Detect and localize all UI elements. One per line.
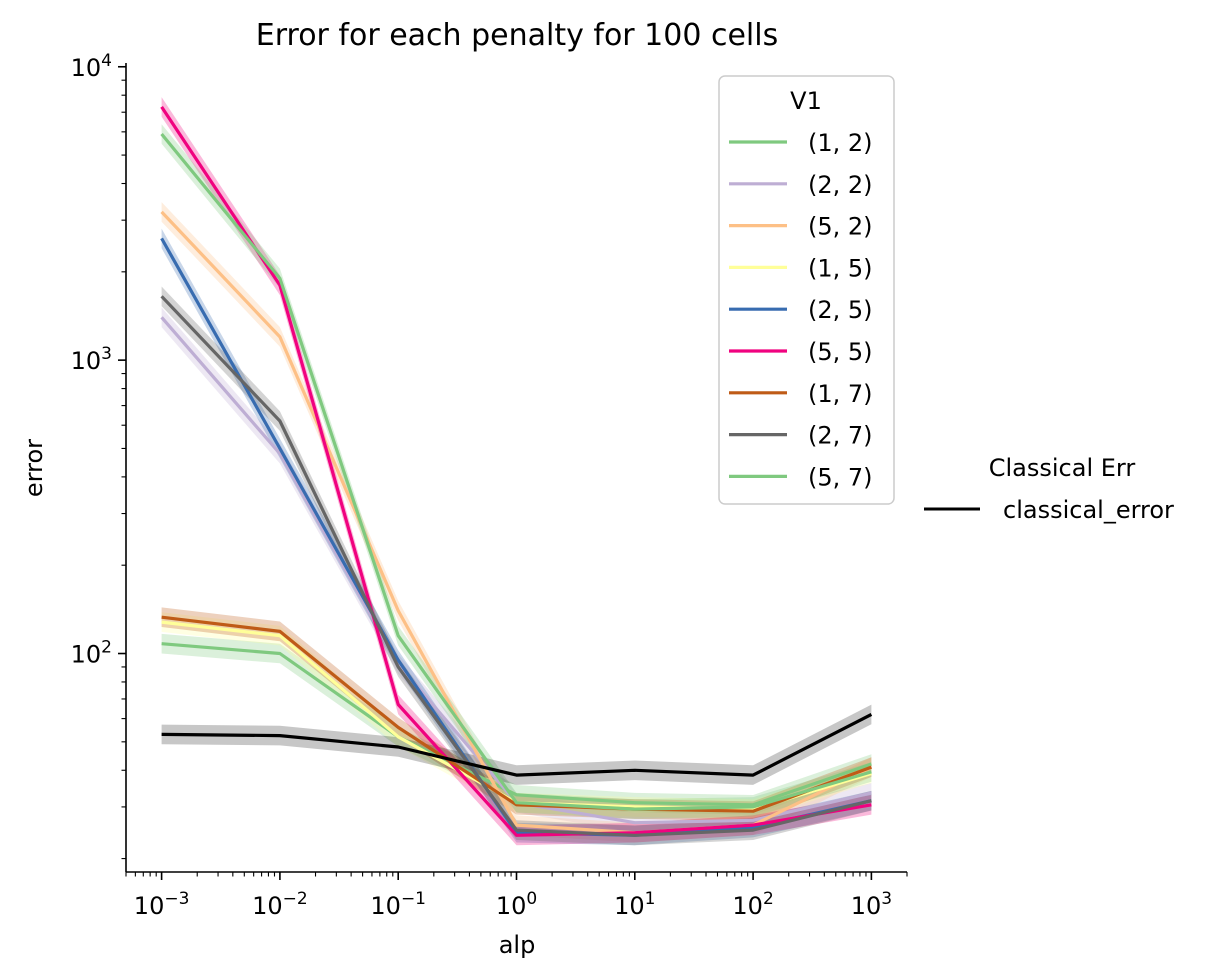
y-tick-label: 102 xyxy=(71,638,112,669)
x-tick-label: 102 xyxy=(732,889,773,920)
y-axis-ticks: 102 103 104 xyxy=(71,51,126,860)
legend-label: (5, 7) xyxy=(808,463,873,491)
legend-entry: (1, 2) xyxy=(729,129,873,157)
legend-entry: (2, 2) xyxy=(729,171,873,199)
legend-classical-title: Classical Err xyxy=(989,454,1136,482)
legend-entry: (2, 5) xyxy=(729,296,873,324)
legend-entry: (2, 7) xyxy=(729,422,873,450)
x-tick-label: 100 xyxy=(496,889,537,920)
legend-label: (5, 5) xyxy=(808,338,873,366)
x-tick-label: 103 xyxy=(851,889,892,920)
y-tick-label: 104 xyxy=(71,51,112,82)
series-4-line xyxy=(160,237,872,837)
x-tick-label: 10−3 xyxy=(134,889,190,920)
legend-entry: (5, 7) xyxy=(729,463,873,491)
series-5-line xyxy=(160,106,872,837)
legend-classical: Classical Err classical_error xyxy=(924,454,1174,524)
legend-v1: V1 (1, 2)(2, 2)(5, 2)(1, 5)(2, 5)(5, 5)(… xyxy=(718,75,895,505)
legend-label: (2, 7) xyxy=(808,422,873,450)
x-tick-label: 10−2 xyxy=(252,889,308,920)
legend-label: (1, 2) xyxy=(808,129,873,157)
series-0-line xyxy=(161,642,872,807)
classical-error-line xyxy=(161,712,873,777)
x-axis-ticks: 10−3 10−2 10−1 100 101 102 103 xyxy=(125,872,908,920)
chart-title: Error for each penalty for 100 cells xyxy=(256,18,778,53)
legend-label: (2, 2) xyxy=(808,171,873,199)
x-tick-label: 101 xyxy=(614,889,655,920)
legend-entry: (5, 5) xyxy=(729,338,873,366)
classical-error-band xyxy=(161,704,872,785)
legend-entry: (1, 7) xyxy=(729,380,873,408)
y-tick-label: 103 xyxy=(71,344,112,375)
legend-v1-title: V1 xyxy=(790,87,822,115)
series-lines xyxy=(160,106,873,837)
x-tick-label: 10−1 xyxy=(370,889,426,920)
series-6-line xyxy=(161,615,872,813)
legend-label: (1, 5) xyxy=(808,254,873,282)
series-3-band xyxy=(161,612,872,819)
legend-label: (2, 5) xyxy=(808,296,873,324)
x-axis-label: alp xyxy=(499,931,536,959)
series-7-line xyxy=(160,295,872,837)
legend-entry: (1, 5) xyxy=(729,254,873,282)
series-0-band xyxy=(161,633,872,815)
legend-label: (1, 7) xyxy=(808,380,873,408)
legend-classical-label: classical_error xyxy=(1003,496,1174,524)
legend-entry: (5, 2) xyxy=(729,213,873,241)
y-axis-label: error xyxy=(20,439,48,497)
legend-label: (5, 2) xyxy=(808,213,873,241)
series-8-line xyxy=(160,132,872,811)
legend-v1-entries: (1, 2) (2, 2) (5, 2) (1, 5) (2, 5) (5, 5) (1, … xyxy=(729,129,873,491)
